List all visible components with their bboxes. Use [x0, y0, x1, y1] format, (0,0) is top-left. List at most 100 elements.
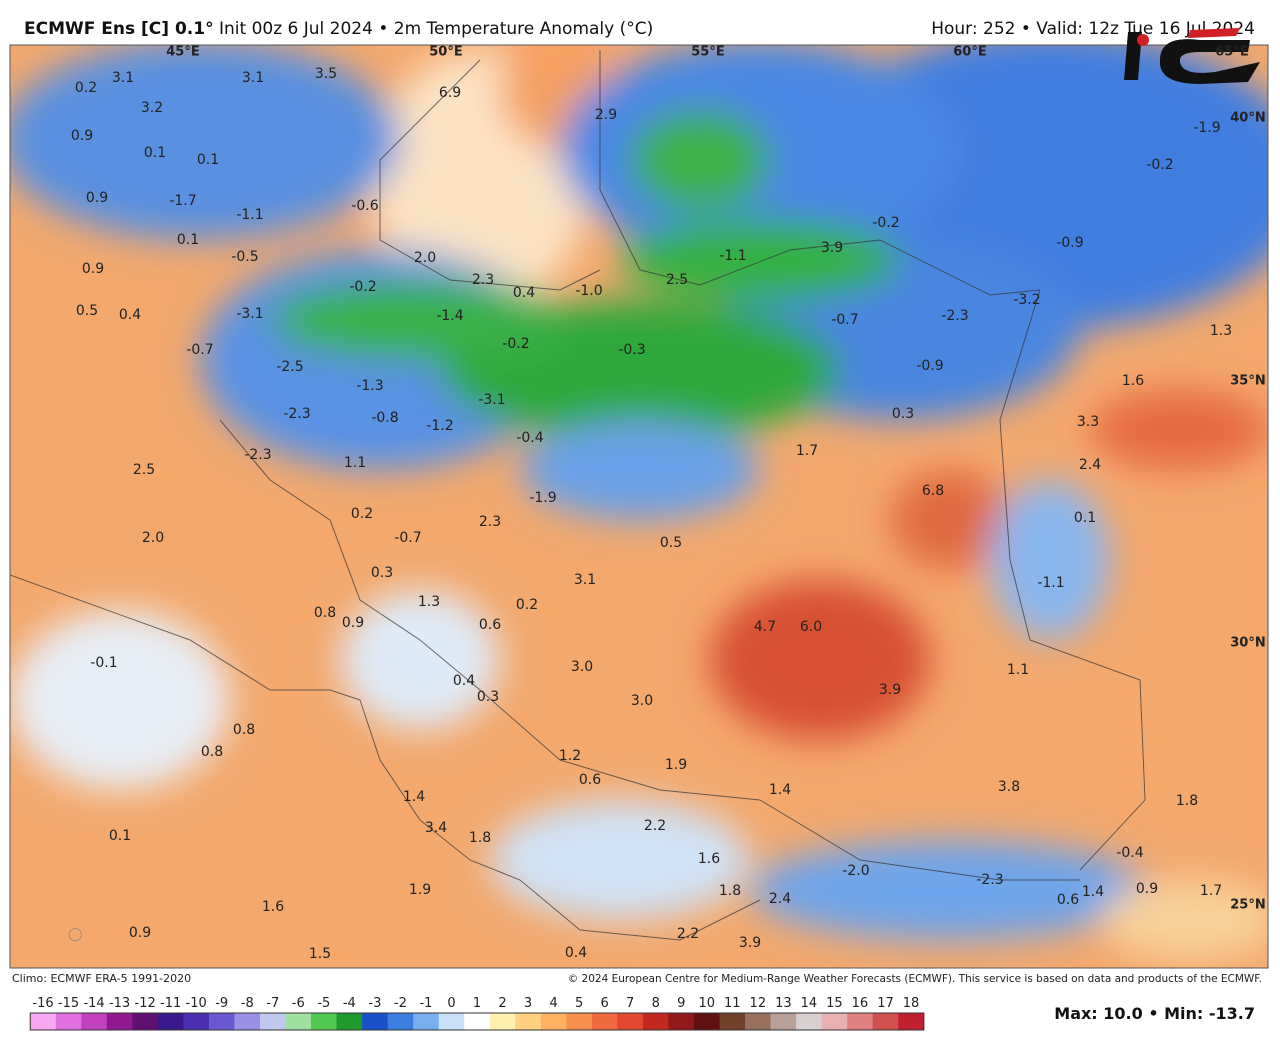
anomaly-label: 1.1 — [1007, 662, 1029, 678]
anomaly-label: 2.2 — [644, 818, 666, 834]
colorbar-swatch — [387, 1013, 414, 1030]
anomaly-label: -1.7 — [169, 193, 196, 209]
colorbar-tick-label: -8 — [241, 996, 254, 1011]
colorbar-tick-label: 9 — [677, 996, 685, 1011]
anomaly-label: 0.3 — [371, 565, 393, 581]
colorbar-swatch — [285, 1013, 312, 1030]
colorbar-tick-label: 8 — [652, 996, 660, 1011]
valid-time: Hour: 252 • Valid: 12z Tue 16 Jul 2024 — [931, 19, 1255, 39]
anomaly-label: -1.4 — [436, 308, 463, 324]
extremes: Max: 10.0 • Min: -13.7 — [1054, 1004, 1255, 1023]
anomaly-label: 3.4 — [425, 820, 447, 836]
anomaly-label: -0.4 — [1116, 845, 1143, 861]
colorbar-tick-label: 7 — [626, 996, 634, 1011]
longitude-label: 65°E — [1215, 45, 1248, 60]
colorbar-swatch — [208, 1013, 235, 1030]
anomaly-label: 1.8 — [1176, 793, 1198, 809]
anomaly-label: 0.5 — [76, 303, 98, 319]
anomaly-label: -0.9 — [1056, 235, 1083, 251]
anomaly-label: 2.0 — [414, 250, 436, 266]
anomaly-label: 2.4 — [769, 891, 791, 907]
anomaly-label: 1.8 — [469, 830, 491, 846]
anomaly-label: 6.8 — [922, 483, 944, 499]
anomaly-label: -0.3 — [618, 342, 645, 358]
map — [10, 45, 1268, 968]
colorbar-tick-label: 15 — [826, 996, 843, 1011]
colorbar-tick-label: 17 — [877, 996, 894, 1011]
anomaly-label: 1.4 — [403, 789, 425, 805]
colorbar-tick-label: 3 — [524, 996, 532, 1011]
colorbar-tick-label: -14 — [83, 996, 104, 1011]
latitude-label: 35°N — [1230, 374, 1265, 389]
anomaly-label: -1.2 — [426, 418, 453, 434]
anomaly-label: 1.4 — [1082, 884, 1104, 900]
anomaly-label: 0.1 — [144, 145, 166, 161]
colorbar-tick-label: 18 — [903, 996, 920, 1011]
anomaly-label: 2.4 — [1079, 457, 1101, 473]
anomaly-label: 1.8 — [719, 883, 741, 899]
colorbar-swatch — [694, 1013, 721, 1030]
colorbar-swatch — [464, 1013, 491, 1030]
colorbar-swatch — [413, 1013, 440, 1030]
latitude-label: 30°N — [1230, 636, 1265, 651]
colorbar-swatch — [106, 1013, 133, 1030]
anomaly-label: -3.2 — [1013, 292, 1040, 308]
colorbar-swatch — [183, 1013, 210, 1030]
anomaly-label: -2.3 — [976, 872, 1003, 888]
anomaly-label: -1.9 — [1193, 120, 1220, 136]
anomaly-label: 1.6 — [1122, 373, 1144, 389]
colorbar-swatch — [157, 1013, 184, 1030]
colorbar-tick-label: -7 — [266, 996, 279, 1011]
colorbar-swatch — [132, 1013, 159, 1030]
colorbar-tick-label: -16 — [32, 996, 53, 1011]
anomaly-label: 0.9 — [1136, 881, 1158, 897]
anomaly-label: 1.5 — [309, 946, 331, 962]
anomaly-label: 0.5 — [660, 535, 682, 551]
anomaly-label: -0.2 — [502, 336, 529, 352]
anomaly-label: 6.9 — [439, 85, 461, 101]
anomaly-label: 3.5 — [315, 66, 337, 82]
anomaly-label: -0.1 — [90, 655, 117, 671]
colorbar-swatch — [362, 1013, 389, 1030]
colorbar-tick-label: -12 — [135, 996, 156, 1011]
anomaly-label: 2.9 — [595, 107, 617, 123]
colorbar-swatch — [55, 1013, 82, 1030]
anomaly-label: -2.0 — [842, 863, 869, 879]
colorbar-tick-label: -15 — [58, 996, 79, 1011]
colorbar-swatch — [260, 1013, 287, 1030]
colorbar-swatch — [540, 1013, 567, 1030]
colorbar-tick-label: 16 — [852, 996, 869, 1011]
map-frame — [9, 44, 1269, 969]
anomaly-label: 0.6 — [479, 617, 501, 633]
colorbar-swatch — [489, 1013, 516, 1030]
colorbar-swatch — [311, 1013, 338, 1030]
anomaly-label: -3.1 — [236, 306, 263, 322]
anomaly-label: 0.2 — [351, 506, 373, 522]
colorbar-swatch — [745, 1013, 772, 1030]
colorbar-tick-label: 4 — [549, 996, 557, 1011]
anomaly-label: 1.9 — [665, 757, 687, 773]
colorbar-tick-label: -1 — [419, 996, 432, 1011]
anomaly-label: 0.9 — [342, 615, 364, 631]
anomaly-label: -0.2 — [872, 215, 899, 231]
anomaly-label: 1.2 — [559, 748, 581, 764]
anomaly-label: -2.3 — [941, 308, 968, 324]
colorbar-swatch — [847, 1013, 874, 1030]
anomaly-label: 3.9 — [739, 935, 761, 951]
anomaly-label: 0.1 — [177, 232, 199, 248]
anomaly-label: 0.9 — [71, 128, 93, 144]
anomaly-label: -0.2 — [1146, 157, 1173, 173]
anomaly-label: 0.6 — [579, 772, 601, 788]
longitude-label: 45°E — [166, 45, 199, 60]
colorbar-tick-label: 1 — [473, 996, 481, 1011]
colorbar-swatch — [898, 1013, 925, 1030]
copyright: © 2024 European Centre for Medium-Range … — [568, 973, 1262, 985]
anomaly-label: -0.5 — [231, 249, 258, 265]
anomaly-label: -0.4 — [516, 430, 543, 446]
anomaly-label: 3.9 — [879, 682, 901, 698]
anomaly-label: -1.9 — [529, 490, 556, 506]
anomaly-label: 0.3 — [477, 689, 499, 705]
anomaly-label: -0.7 — [831, 312, 858, 328]
anomaly-label: 2.0 — [142, 530, 164, 546]
